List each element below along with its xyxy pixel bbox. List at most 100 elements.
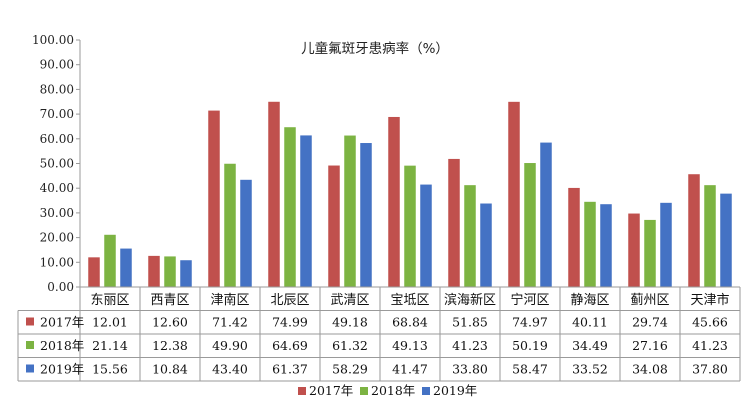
data-label: 74.97 bbox=[512, 315, 548, 330]
y-tick-label: 30.00 bbox=[40, 206, 74, 220]
category-label: 天津市 bbox=[690, 292, 729, 308]
bar bbox=[268, 101, 280, 288]
data-label: 49.13 bbox=[392, 338, 428, 353]
data-label: 27.16 bbox=[632, 338, 668, 353]
bar bbox=[448, 158, 460, 287]
data-label: 34.49 bbox=[572, 338, 608, 353]
bar bbox=[508, 101, 520, 287]
bar bbox=[464, 185, 476, 287]
data-label: 41.47 bbox=[392, 362, 428, 377]
data-label: 49.18 bbox=[332, 315, 368, 330]
data-label: 61.32 bbox=[332, 338, 368, 353]
legend-label: 2018年 bbox=[371, 383, 415, 398]
bar bbox=[104, 234, 116, 287]
bar bbox=[284, 127, 296, 287]
data-label: 49.90 bbox=[212, 338, 248, 353]
bar bbox=[524, 163, 536, 287]
category-label: 宁河区 bbox=[510, 292, 549, 308]
bar bbox=[148, 255, 160, 287]
data-label: 10.84 bbox=[152, 362, 188, 377]
table-row-label: 2018年 bbox=[40, 338, 84, 353]
table-row-label: 2017年 bbox=[40, 315, 84, 330]
y-tick-label: 0.00 bbox=[47, 280, 74, 294]
bar bbox=[704, 185, 716, 287]
data-label: 33.80 bbox=[452, 362, 488, 377]
bar bbox=[344, 135, 356, 287]
table-legend-key bbox=[26, 341, 34, 349]
data-label: 61.37 bbox=[272, 362, 308, 377]
category-label: 滨海新区 bbox=[444, 292, 496, 308]
data-label: 41.23 bbox=[452, 338, 488, 353]
y-tick-label: 60.00 bbox=[40, 132, 74, 146]
data-label: 43.40 bbox=[212, 362, 248, 377]
category-label: 宝坻区 bbox=[390, 292, 429, 308]
y-tick-label: 100.00 bbox=[32, 33, 74, 47]
category-label: 蓟州区 bbox=[630, 293, 669, 308]
bar bbox=[540, 142, 552, 287]
bar bbox=[720, 193, 732, 287]
bar bbox=[120, 248, 132, 287]
bar bbox=[224, 163, 236, 287]
data-label: 58.47 bbox=[512, 362, 548, 377]
data-label: 41.23 bbox=[692, 338, 728, 353]
bar bbox=[88, 257, 100, 287]
bar bbox=[628, 213, 640, 287]
bar bbox=[240, 179, 252, 287]
data-label: 34.08 bbox=[632, 362, 668, 377]
data-label: 74.99 bbox=[272, 315, 308, 330]
y-tick-label: 90.00 bbox=[40, 58, 74, 72]
data-label: 50.19 bbox=[512, 338, 548, 353]
bar bbox=[164, 256, 176, 287]
bar bbox=[180, 260, 192, 287]
bar bbox=[568, 187, 580, 287]
category-label: 津南区 bbox=[210, 292, 249, 308]
y-tick-label: 20.00 bbox=[40, 231, 74, 245]
legend-label: 2017年 bbox=[309, 383, 353, 398]
y-tick-label: 80.00 bbox=[40, 82, 74, 96]
bar bbox=[208, 110, 220, 288]
data-label: 15.56 bbox=[92, 362, 128, 377]
bar bbox=[600, 204, 612, 287]
bar bbox=[300, 135, 312, 287]
data-label: 12.60 bbox=[152, 315, 188, 330]
legend-swatch bbox=[298, 387, 306, 395]
legend-swatch bbox=[360, 387, 368, 395]
data-label: 29.74 bbox=[632, 315, 668, 330]
data-label: 37.80 bbox=[692, 362, 728, 377]
bar bbox=[420, 184, 432, 287]
category-label: 武清区 bbox=[330, 293, 369, 308]
y-tick-label: 70.00 bbox=[40, 107, 74, 121]
category-label: 北辰区 bbox=[270, 293, 309, 308]
table-legend-key bbox=[26, 317, 34, 326]
bar bbox=[404, 165, 416, 287]
category-label: 西青区 bbox=[150, 293, 189, 308]
category-label: 静海区 bbox=[570, 293, 609, 308]
data-label: 45.66 bbox=[692, 315, 728, 330]
bar bbox=[660, 202, 672, 287]
data-label: 12.01 bbox=[92, 315, 128, 330]
data-label: 71.42 bbox=[212, 315, 248, 330]
legend-label: 2019年 bbox=[433, 383, 477, 398]
data-label: 68.84 bbox=[392, 315, 428, 330]
data-label: 51.85 bbox=[452, 315, 488, 330]
legend-swatch bbox=[422, 387, 430, 395]
y-tick-label: 50.00 bbox=[40, 157, 74, 171]
bar bbox=[480, 203, 492, 287]
chart-title: 儿童氟斑牙患病率（%） bbox=[301, 40, 449, 57]
data-label: 40.11 bbox=[572, 315, 608, 330]
bar bbox=[360, 143, 372, 287]
bar bbox=[328, 165, 340, 287]
bar bbox=[688, 174, 700, 287]
table-row-label: 2019年 bbox=[40, 362, 84, 377]
category-label: 东丽区 bbox=[90, 293, 129, 308]
y-tick-label: 10.00 bbox=[40, 255, 74, 269]
bar bbox=[584, 201, 596, 287]
bar bbox=[388, 116, 400, 287]
data-label: 12.38 bbox=[152, 338, 188, 353]
data-label: 33.52 bbox=[572, 362, 608, 377]
data-label: 58.29 bbox=[332, 362, 368, 377]
data-label: 21.14 bbox=[92, 338, 128, 353]
y-tick-label: 40.00 bbox=[40, 181, 74, 195]
